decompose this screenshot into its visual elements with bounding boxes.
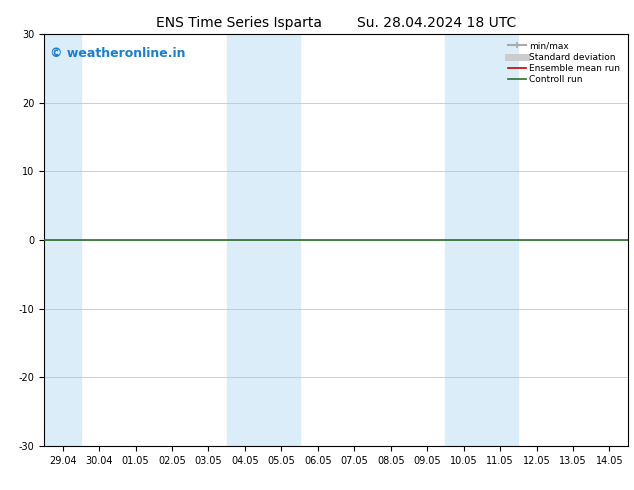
Bar: [445, 34, 518, 446]
Text: © weatheronline.in: © weatheronline.in: [50, 47, 186, 60]
Title: ENS Time Series Isparta        Su. 28.04.2024 18 UTC: ENS Time Series Isparta Su. 28.04.2024 1…: [156, 16, 516, 30]
Bar: [226, 34, 299, 446]
Legend: min/max, Standard deviation, Ensemble mean run, Controll run: min/max, Standard deviation, Ensemble me…: [505, 39, 623, 87]
Bar: [44, 34, 81, 446]
